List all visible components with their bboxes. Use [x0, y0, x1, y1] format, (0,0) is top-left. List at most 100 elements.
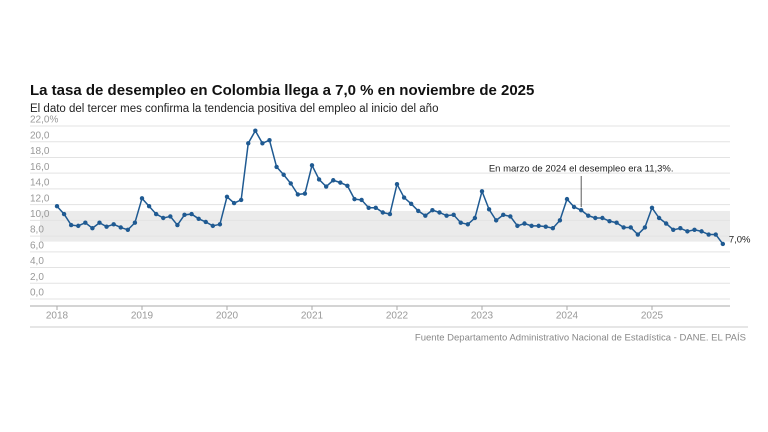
point: [231, 200, 237, 206]
point: [635, 232, 641, 237]
x-tick-label: 2025: [641, 311, 664, 322]
point: [571, 204, 577, 210]
point: [161, 215, 166, 221]
point: [486, 207, 492, 212]
point: [642, 225, 648, 230]
point: [217, 222, 223, 227]
point: [288, 181, 293, 186]
point: [238, 197, 244, 203]
shaded-range: [40, 210, 730, 242]
point: [543, 224, 548, 229]
x-tick-label: 2019: [131, 311, 154, 322]
point: [416, 208, 421, 214]
point: [692, 227, 697, 232]
point: [90, 226, 95, 231]
point: [564, 196, 570, 202]
source: Fuente Departamento Administrativo Nacio…: [415, 333, 746, 344]
point: [699, 229, 704, 234]
point: [621, 225, 626, 230]
point: [118, 225, 123, 230]
point: [529, 223, 534, 229]
x-tick-label: 2020: [216, 311, 239, 322]
point: [302, 191, 308, 196]
point: [246, 141, 251, 146]
annotation: En marzo de 2024 el desempleo era 11,3%.: [489, 164, 674, 175]
point: [515, 223, 520, 229]
y-tick-label: 18,0: [30, 146, 50, 157]
point: [146, 204, 152, 209]
y-tick-label: 16,0: [30, 162, 50, 173]
point: [458, 220, 463, 225]
point: [536, 223, 541, 229]
point: [111, 222, 116, 227]
y-tick-label: 12,0: [30, 193, 50, 204]
point: [720, 241, 726, 247]
point: [423, 213, 428, 218]
point: [706, 232, 711, 237]
point: [366, 205, 371, 210]
y-tick-label: 0,0: [30, 288, 44, 299]
point: [316, 177, 322, 182]
point: [713, 232, 718, 237]
point: [224, 194, 230, 199]
point: [168, 214, 173, 219]
point: [600, 215, 605, 221]
point: [132, 220, 138, 225]
point: [394, 181, 400, 187]
point: [472, 215, 478, 221]
point: [309, 163, 315, 168]
point: [430, 207, 435, 213]
point: [139, 196, 145, 201]
point: [387, 211, 393, 217]
point: [557, 218, 563, 223]
point: [501, 212, 506, 218]
y-tick-label: 22,0%: [30, 115, 58, 126]
point: [479, 189, 485, 194]
point: [522, 221, 527, 226]
point: [68, 222, 74, 228]
point: [607, 218, 612, 224]
point: [97, 220, 102, 225]
point: [678, 226, 683, 231]
point: [671, 227, 676, 232]
point: [260, 141, 265, 146]
point: [437, 210, 442, 215]
point: [345, 183, 350, 188]
point: [153, 211, 159, 217]
point: [83, 220, 88, 225]
point: [196, 216, 201, 221]
point: [656, 215, 662, 221]
point: [614, 220, 619, 225]
point: [685, 229, 690, 234]
y-tick-label: 2,0: [30, 272, 44, 283]
y-tick-label: 20,0: [30, 130, 50, 141]
point: [586, 213, 591, 218]
point: [189, 211, 194, 217]
point: [54, 204, 60, 209]
y-tick-label: 10,0: [30, 209, 50, 220]
point: [295, 192, 301, 197]
point: [465, 222, 471, 227]
point: [338, 180, 343, 185]
y-tick-label: 6,0: [30, 240, 44, 251]
x-tick-label: 2021: [301, 311, 324, 322]
point: [182, 212, 187, 218]
x-tick-label: 2023: [471, 311, 494, 322]
point: [578, 207, 584, 213]
chart-subtitle: El dato del tercer mes confirma la tende…: [30, 103, 438, 115]
x-tick-label: 2024: [556, 311, 579, 322]
point: [274, 164, 279, 170]
point: [104, 224, 109, 229]
y-tick-label: 4,0: [30, 256, 44, 267]
point: [401, 195, 407, 200]
point: [359, 197, 364, 203]
point: [76, 223, 81, 229]
x-tick-label: 2018: [46, 311, 69, 322]
point: [331, 178, 336, 183]
point: [125, 227, 131, 232]
point: [408, 201, 414, 207]
point: [663, 221, 669, 226]
point: [508, 214, 513, 219]
point: [373, 205, 378, 210]
